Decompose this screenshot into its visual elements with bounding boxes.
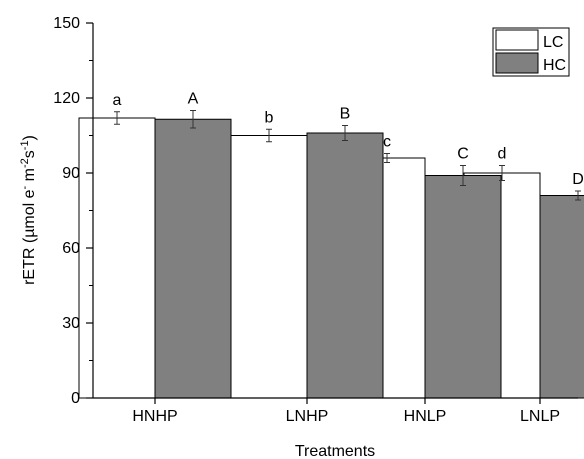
significance-letter: c xyxy=(383,134,391,151)
significance-letter: C xyxy=(457,146,469,163)
x-tick-label: LNLP xyxy=(520,408,560,425)
x-tick-label: LNHP xyxy=(286,408,329,425)
significance-letter: b xyxy=(265,109,274,126)
y-tick-label: 120 xyxy=(53,90,80,107)
legend-label-hc: HC xyxy=(543,57,566,74)
legend-label-lc: LC xyxy=(543,34,563,51)
significance-letter: A xyxy=(188,91,199,108)
y-ticks: 0 30 60 90 120 150 xyxy=(53,15,93,407)
legend-swatch-lc xyxy=(495,29,539,51)
bar-hc-lnlp xyxy=(539,195,584,399)
y-axis-label: rETR (µmol e- m-2s-1) xyxy=(19,135,38,285)
bars-layer xyxy=(78,117,584,399)
x-axis-label: Treatments xyxy=(295,443,375,459)
legend-swatch-hc xyxy=(495,52,539,74)
y-tick-label: 150 xyxy=(53,15,80,32)
y-tick-label: 90 xyxy=(62,165,80,182)
y-tick-label: 0 xyxy=(71,390,80,407)
bar-hc-lnhp xyxy=(306,132,384,399)
y-tick-label: 60 xyxy=(62,240,80,257)
significance-letter: d xyxy=(498,146,507,163)
marks-layer: a b c d A B C D xyxy=(113,91,584,201)
x-tick-label: HNHP xyxy=(132,408,177,425)
significance-letter: a xyxy=(113,92,122,109)
bar-hc-hnhp xyxy=(154,118,232,399)
legend: LC HC xyxy=(492,27,570,77)
bar-hc-hnlp xyxy=(424,175,502,399)
y-tick-label: 30 xyxy=(62,315,80,332)
significance-letter: B xyxy=(340,106,351,123)
x-tick-label: HNLP xyxy=(404,408,447,425)
bar-lc-hnhp xyxy=(78,117,156,399)
bar-lc-lnhp xyxy=(230,135,308,399)
x-ticks: HNHP LNHP HNLP LNLP xyxy=(132,398,560,425)
significance-letter: D xyxy=(572,171,584,188)
